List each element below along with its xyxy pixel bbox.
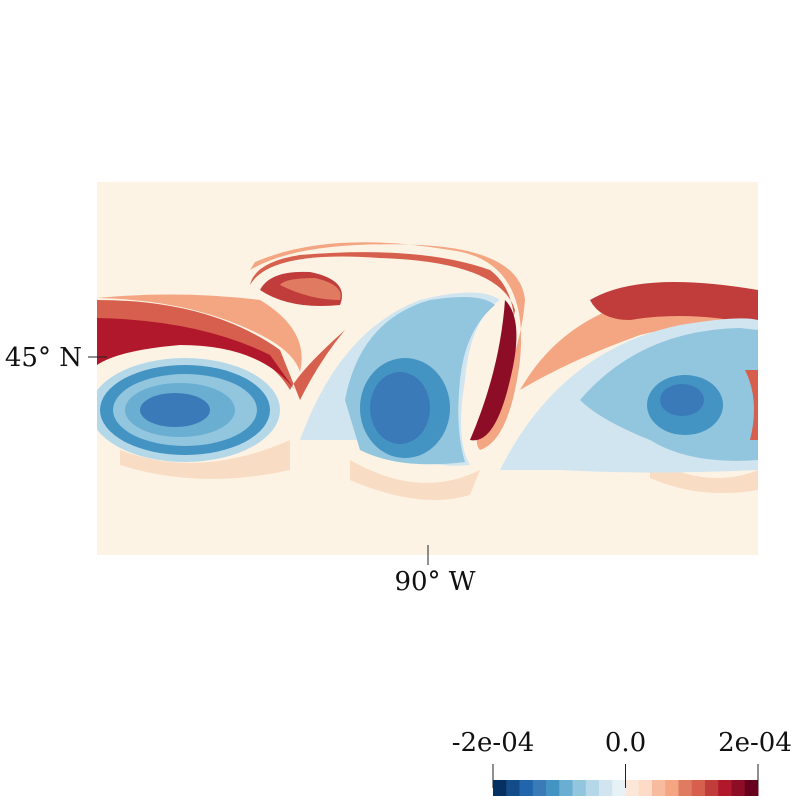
colorbar-swatch [652, 780, 666, 796]
colorbar-swatch [506, 780, 520, 796]
colorbar-swatch [572, 780, 587, 796]
colorbar-tick-label: -2e-04 [452, 728, 535, 758]
colorbar-swatch [546, 780, 560, 796]
colorbar-tick-label: 2e-04 [718, 728, 792, 758]
colorbar-swatch [493, 780, 507, 796]
colorbar-swatch [612, 780, 626, 796]
colorbar-tick-label: 0.0 [605, 728, 646, 758]
vorticity-field [97, 182, 758, 555]
colorbar-swatch [691, 780, 706, 796]
lat-label: 45° N [5, 343, 82, 373]
colorbar-swatch [532, 780, 547, 796]
colorbar-swatch [678, 780, 693, 796]
colorbar-swatch [638, 780, 653, 796]
colorbar-swatch [744, 780, 759, 796]
colorbar-swatch [519, 780, 534, 796]
colorbar-swatch [731, 780, 746, 796]
colorbar-swatch [599, 780, 613, 796]
colorbar-swatch [718, 780, 732, 796]
colorbar-swatch [665, 780, 679, 796]
colorbar-swatch [705, 780, 719, 796]
colorbar-swatch [559, 780, 573, 796]
colorbar-swatch [585, 780, 600, 796]
colorbar-swatch [625, 780, 640, 796]
lon-label: 90° W [394, 567, 475, 597]
